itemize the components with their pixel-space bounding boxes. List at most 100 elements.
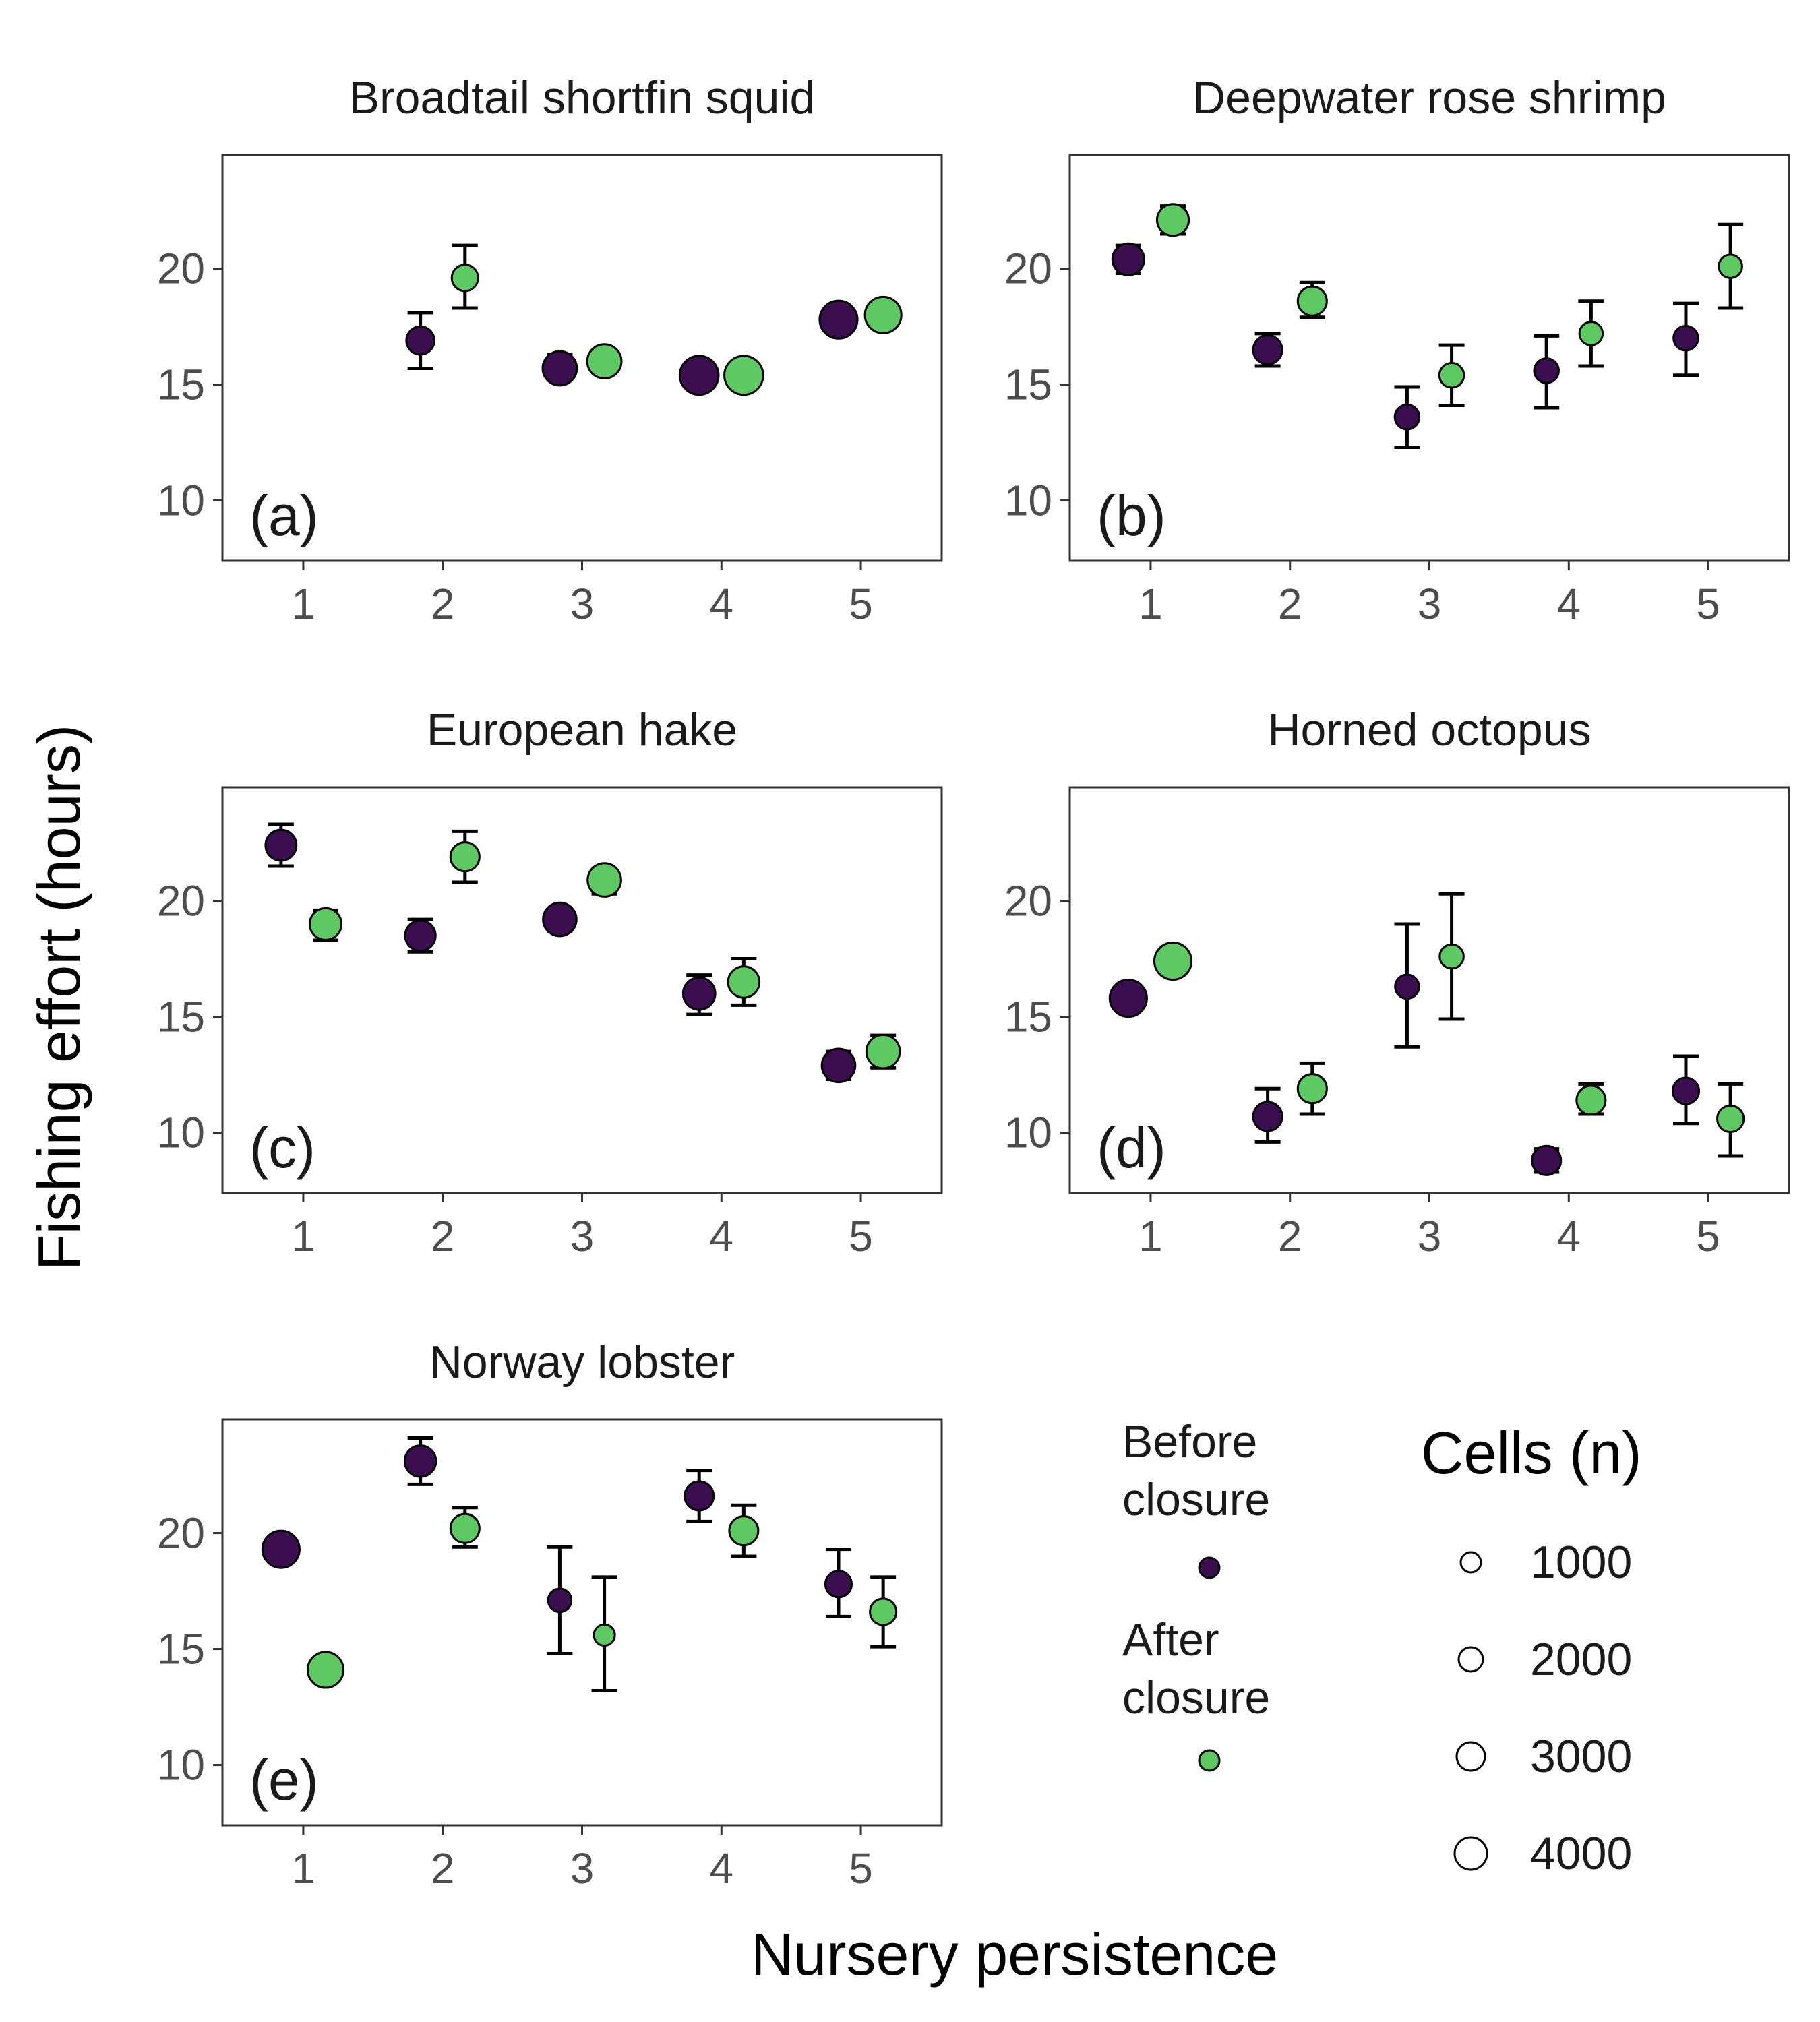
plot-area	[1068, 786, 1790, 1194]
series-after	[1153, 892, 1745, 1158]
x-tick-label: 5	[849, 580, 873, 628]
data-point	[678, 355, 720, 396]
legend-after-line2: closure	[1122, 1672, 1270, 1723]
x-tick-label: 1	[1139, 580, 1163, 628]
data-point	[1252, 1101, 1283, 1132]
x-tick-label: 2	[431, 580, 455, 628]
x-tick-label: 4	[709, 580, 733, 628]
data-point	[449, 841, 481, 873]
y-tick-label: 15	[1004, 361, 1052, 409]
y-tick-label: 20	[157, 877, 205, 925]
data-point	[586, 343, 623, 380]
legend-size-2000-circle	[1457, 1646, 1484, 1673]
data-point	[449, 1512, 481, 1544]
panel-tag: (e)	[249, 1748, 319, 1812]
x-tick-label: 2	[431, 1212, 455, 1260]
data-point	[593, 1623, 616, 1647]
legend-size-title: Cells (n)	[1421, 1419, 1642, 1486]
data-point	[723, 355, 764, 396]
legend-before-swatch	[1198, 1556, 1221, 1579]
data-point	[450, 264, 479, 293]
x-tick-label: 5	[849, 1212, 873, 1260]
data-point	[818, 299, 859, 340]
y-tick-label: 20	[1004, 877, 1052, 925]
plot-area	[221, 786, 943, 1194]
panel-4: Horned octopus 10 15 20 1 2 3 4 5 (d)	[1004, 704, 1790, 1260]
series-after	[450, 243, 903, 396]
x-tick-label: 4	[1556, 580, 1581, 628]
x-tick-label: 3	[570, 580, 595, 628]
data-point	[1575, 1084, 1607, 1116]
data-point	[1531, 1144, 1563, 1176]
data-point	[1438, 362, 1465, 389]
panel-title: Horned octopus	[1267, 704, 1591, 756]
data-point	[403, 1444, 437, 1478]
data-point	[1252, 334, 1283, 365]
panel-3: European hake 10 15 20 1 2 3 4 5 (c)	[157, 704, 943, 1260]
data-point	[1296, 285, 1328, 317]
y-tick-label: 20	[1004, 245, 1052, 293]
data-point	[405, 325, 435, 356]
series-before	[1108, 922, 1701, 1176]
data-point	[308, 907, 343, 942]
x-tick-label: 4	[709, 1844, 733, 1893]
panel-title: European hake	[427, 704, 737, 756]
y-tick-label: 15	[1004, 993, 1052, 1041]
x-tick-label: 3	[570, 1212, 595, 1260]
legend-before-line1: Before	[1122, 1416, 1257, 1467]
data-point	[1578, 321, 1604, 346]
y-tick-label: 15	[157, 361, 205, 409]
series-before	[1111, 242, 1699, 449]
series-after	[307, 1503, 898, 1692]
data-point	[869, 1597, 898, 1626]
plot-area	[221, 1418, 943, 1827]
data-point	[684, 1480, 715, 1512]
x-tick-label: 1	[291, 1844, 315, 1893]
x-tick-label: 2	[1278, 1212, 1302, 1260]
y-tick-label: 10	[157, 477, 205, 525]
x-tick-label: 3	[1418, 580, 1442, 628]
x-tick-label: 5	[849, 1844, 873, 1893]
x-tick-label: 4	[709, 1212, 733, 1260]
x-axis-title: Nursery persistence	[751, 1921, 1279, 1988]
legend-size-3000-label: 3000	[1530, 1731, 1632, 1782]
panel-title: Deepwater rose shrimp	[1192, 72, 1666, 123]
data-point	[1718, 253, 1743, 279]
legend-period: Before closure After closure	[1122, 1416, 1270, 1772]
data-point	[728, 1515, 760, 1547]
legend-after-line1: After	[1122, 1614, 1219, 1665]
data-point	[264, 828, 298, 862]
data-point	[586, 862, 622, 898]
x-tick-label: 1	[291, 580, 315, 628]
x-tick-label: 1	[1139, 1212, 1163, 1260]
legend-size-3000-circle	[1455, 1741, 1486, 1772]
panel-1: Broadtail shortfin squid 10 15 20 1 2 3 4 5 (a)	[157, 72, 943, 628]
x-tick-label: 2	[1278, 580, 1302, 628]
data-point	[1296, 1073, 1328, 1105]
panel-title: Norway lobster	[429, 1337, 735, 1388]
data-point	[541, 350, 578, 387]
data-point	[1671, 1076, 1701, 1105]
data-point	[1533, 357, 1560, 384]
legend-size-4000-label: 4000	[1530, 1828, 1632, 1879]
panel-5: Norway lobster 10 15 20 1 2 3 4 5 (e)	[157, 1337, 943, 1893]
plot-area	[1068, 154, 1790, 562]
y-tick-label: 10	[1004, 1109, 1052, 1157]
data-point	[404, 919, 437, 952]
series-after	[1155, 203, 1744, 408]
data-point	[261, 1529, 301, 1569]
data-point	[824, 1570, 853, 1599]
legend-size-2000-label: 2000	[1530, 1634, 1632, 1685]
y-tick-label: 20	[157, 245, 205, 293]
legend-after-swatch	[1198, 1749, 1221, 1772]
x-tick-label: 1	[291, 1212, 315, 1260]
x-tick-label: 2	[431, 1844, 455, 1893]
data-point	[1108, 978, 1148, 1018]
data-point	[820, 1047, 857, 1084]
series-after	[308, 829, 901, 1070]
legend-size-1000-circle	[1459, 1551, 1482, 1574]
legend-size-4000-circle	[1453, 1836, 1488, 1871]
y-tick-label: 10	[157, 1741, 205, 1789]
data-point	[1153, 941, 1193, 981]
